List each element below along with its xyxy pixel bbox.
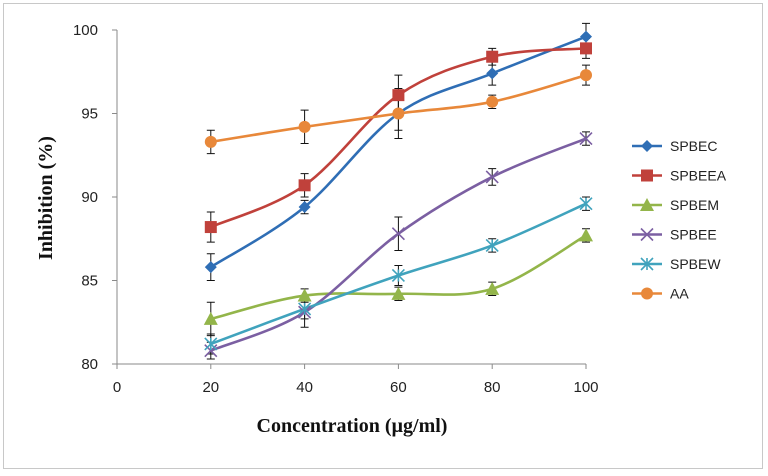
data-point-aa	[392, 107, 405, 120]
data-point-spbem	[485, 281, 500, 295]
x-tick-label: 100	[573, 379, 598, 396]
data-point-spbew	[579, 197, 593, 211]
legend-marker-spbew	[640, 257, 654, 271]
data-point-aa	[298, 120, 311, 133]
data-point-spbeea	[204, 221, 217, 234]
y-tick-label: 90	[81, 189, 98, 206]
data-point-spbee	[391, 227, 405, 241]
legend: SPBEC SPBEEA SPBEM SPBEE SPBEW AA	[632, 138, 727, 302]
data-point-spbem	[203, 311, 218, 325]
x-tick-label: 0	[113, 379, 121, 396]
x-tick-label: 40	[296, 379, 313, 396]
legend-marker-spbeea	[641, 169, 653, 182]
axes	[116, 30, 586, 365]
series-markers	[203, 30, 593, 358]
data-point-spbem	[297, 288, 312, 302]
x-axis-title: Concentration (µg/ml)	[257, 415, 448, 437]
data-point-spbew	[298, 302, 312, 316]
data-point-spbew	[391, 268, 405, 283]
y-tick-label: 95	[81, 106, 98, 123]
legend-label-spbec: SPBEC	[670, 138, 717, 154]
data-point-spbec	[580, 30, 592, 43]
chart-frame	[3, 3, 763, 469]
legend-label-spbeea: SPBEEA	[670, 168, 727, 184]
x-tick-label: 80	[484, 379, 501, 396]
x-tick-label: 60	[390, 379, 407, 396]
data-point-aa	[580, 69, 592, 82]
legend-label-spbee: SPBEE	[670, 227, 717, 243]
data-point-spbeea	[580, 42, 592, 55]
legend-marker-spbem	[640, 198, 654, 211]
data-point-spbeea	[486, 50, 499, 63]
legend-label-aa: AA	[670, 286, 689, 302]
legend-label-spbem: SPBEM	[670, 197, 719, 213]
x-axis-ticks: 0 20 40 60 80 100	[113, 364, 599, 396]
legend-label-spbew: SPBEW	[670, 256, 721, 272]
data-point-aa	[486, 95, 499, 108]
data-point-spbem	[391, 286, 406, 300]
data-point-spbem	[579, 228, 593, 242]
x-tick-label: 20	[202, 379, 219, 396]
error-bars	[206, 22, 590, 360]
y-tick-label: 85	[81, 273, 98, 290]
data-point-spbew	[485, 238, 499, 252]
data-point-spbeea	[298, 179, 311, 192]
data-point-spbew	[204, 337, 218, 351]
y-axis-ticks: 80 85 90 95 100	[73, 22, 117, 373]
data-point-spbeea	[392, 89, 405, 102]
legend-marker-aa	[641, 287, 653, 300]
data-point-spbec	[204, 261, 217, 274]
data-point-spbec	[298, 201, 311, 214]
y-tick-label: 100	[73, 22, 98, 39]
y-axis-title: Inhibition (%)	[35, 136, 57, 260]
y-tick-label: 80	[81, 356, 98, 373]
data-point-spbec	[486, 67, 499, 80]
data-point-aa	[204, 135, 217, 148]
legend-marker-spbec	[641, 140, 653, 152]
data-point-spbee	[579, 131, 593, 146]
data-point-spbee	[204, 344, 218, 358]
legend-marker-spbee	[640, 227, 654, 242]
data-point-spbee	[485, 170, 499, 184]
